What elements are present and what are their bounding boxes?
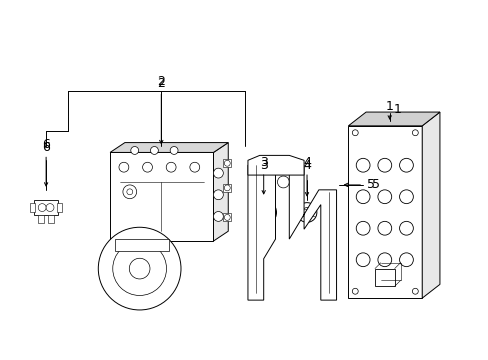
Circle shape bbox=[213, 212, 223, 221]
Circle shape bbox=[399, 190, 412, 204]
Circle shape bbox=[122, 185, 137, 199]
Circle shape bbox=[324, 286, 332, 294]
Circle shape bbox=[224, 215, 230, 220]
Polygon shape bbox=[289, 165, 336, 300]
Text: 1: 1 bbox=[385, 100, 393, 113]
Text: 1: 1 bbox=[393, 103, 401, 116]
Text: 5: 5 bbox=[366, 179, 374, 192]
Text: 2: 2 bbox=[157, 77, 165, 90]
Circle shape bbox=[189, 162, 199, 172]
Circle shape bbox=[130, 147, 139, 154]
Bar bbox=[223, 213, 231, 221]
Bar bbox=[110, 152, 213, 241]
Circle shape bbox=[256, 206, 270, 219]
Circle shape bbox=[377, 221, 391, 235]
Bar bbox=[374, 269, 394, 286]
Circle shape bbox=[356, 221, 369, 235]
Polygon shape bbox=[247, 156, 304, 175]
Circle shape bbox=[399, 158, 412, 172]
Circle shape bbox=[126, 189, 132, 195]
Circle shape bbox=[38, 204, 46, 212]
Text: 4: 4 bbox=[303, 156, 310, 169]
Text: 6: 6 bbox=[42, 138, 50, 151]
Bar bbox=[115, 239, 169, 251]
Circle shape bbox=[411, 288, 417, 294]
Circle shape bbox=[251, 286, 259, 294]
Bar bbox=[57, 203, 62, 212]
Bar bbox=[48, 215, 54, 223]
Text: 3: 3 bbox=[259, 156, 267, 169]
Text: 6: 6 bbox=[42, 141, 50, 154]
Text: 4: 4 bbox=[303, 159, 310, 172]
Circle shape bbox=[377, 253, 391, 267]
Circle shape bbox=[170, 147, 178, 154]
Polygon shape bbox=[347, 112, 439, 126]
Polygon shape bbox=[110, 143, 228, 152]
Circle shape bbox=[356, 253, 369, 267]
Circle shape bbox=[377, 190, 391, 204]
Text: 2: 2 bbox=[157, 75, 165, 88]
Polygon shape bbox=[247, 165, 275, 300]
Circle shape bbox=[46, 204, 54, 212]
Circle shape bbox=[224, 185, 230, 191]
Circle shape bbox=[251, 275, 259, 282]
Circle shape bbox=[377, 158, 391, 172]
Circle shape bbox=[119, 162, 128, 172]
Bar bbox=[38, 215, 44, 223]
Bar bbox=[30, 203, 35, 212]
Text: 3: 3 bbox=[259, 159, 267, 172]
Circle shape bbox=[297, 203, 316, 222]
Bar bbox=[347, 126, 421, 298]
Text: 5: 5 bbox=[371, 179, 379, 192]
Circle shape bbox=[213, 190, 223, 200]
Polygon shape bbox=[213, 143, 228, 241]
Circle shape bbox=[302, 208, 311, 217]
Bar bbox=[34, 200, 58, 215]
Circle shape bbox=[224, 160, 230, 166]
Circle shape bbox=[356, 158, 369, 172]
Circle shape bbox=[277, 176, 289, 188]
Circle shape bbox=[166, 162, 176, 172]
Circle shape bbox=[351, 130, 358, 136]
Circle shape bbox=[98, 227, 181, 310]
Circle shape bbox=[150, 147, 158, 154]
Circle shape bbox=[351, 288, 358, 294]
Circle shape bbox=[250, 200, 276, 225]
Circle shape bbox=[142, 162, 152, 172]
Circle shape bbox=[113, 242, 166, 296]
Circle shape bbox=[213, 168, 223, 178]
Circle shape bbox=[399, 221, 412, 235]
Circle shape bbox=[356, 190, 369, 204]
Circle shape bbox=[399, 253, 412, 267]
Bar bbox=[223, 159, 231, 167]
Circle shape bbox=[411, 130, 417, 136]
Bar bbox=[223, 184, 231, 192]
Polygon shape bbox=[421, 112, 439, 298]
Circle shape bbox=[129, 258, 150, 279]
Circle shape bbox=[324, 275, 332, 282]
